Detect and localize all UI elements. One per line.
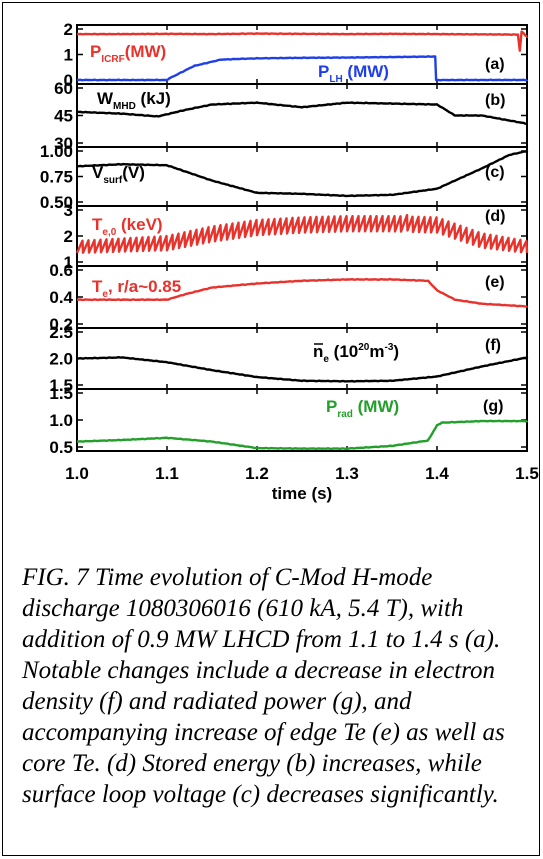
series-label-part: -3: [385, 342, 394, 353]
series-label-part: ICRF: [101, 54, 124, 65]
x-tick-label: 1.0: [65, 464, 89, 483]
series-line-d-0: [75, 213, 529, 254]
series-line-a-1: [77, 55, 529, 82]
x-axis-label: time (s): [272, 484, 332, 503]
panel-label-e: (e): [485, 274, 505, 291]
y-tick-label: 30: [54, 134, 73, 153]
series-label-part: surf: [103, 175, 123, 186]
series-label-e-0: Te, r/a~0.85: [92, 277, 181, 300]
panel-label-f: (f): [485, 337, 501, 354]
series-line-a-0: [77, 30, 529, 52]
x-tick-label: 1.1: [155, 464, 179, 483]
series-label-part: (10: [329, 342, 358, 361]
panel-f: 1.5 2.0 2.5 ne (1020m-3) (f): [49, 323, 529, 395]
y-tick-label: 0.6: [49, 261, 73, 280]
y-tick-label: 1.5: [49, 384, 73, 403]
series-label-part: (V): [122, 163, 145, 182]
x-tick-label: 1.5: [515, 464, 539, 483]
panel-c: 0.50 0.75 1.00 Vsurf(V) (c): [40, 142, 529, 212]
panel-g: 0.5 1.0 1.5 Prad (MW) (g): [49, 384, 529, 457]
series-label-g-0: Prad (MW): [326, 397, 399, 420]
series-label-part: 20: [358, 342, 370, 353]
y-tick-label: 0.75: [40, 168, 73, 187]
y-tick-label: 2: [64, 20, 73, 39]
y-tick-label: 1: [64, 46, 73, 65]
y-tick-label: 60: [54, 79, 73, 98]
series-label-part: P: [90, 42, 101, 61]
series-label-part: MHD: [113, 101, 136, 112]
series-label-a-0: PICRF(MW): [90, 42, 166, 65]
series-line-c-0: [76, 149, 529, 198]
x-tick-label: 1.2: [245, 464, 269, 483]
series-label-b-0: WMHD (kJ): [97, 89, 171, 112]
series-label-part: e,0: [102, 227, 116, 238]
figure-caption: FIG. 7 Time evolution of C-Mod H-mode di…: [22, 564, 505, 808]
series-label-part: n: [313, 342, 323, 361]
series-label-part: ): [393, 342, 399, 361]
x-tick-label: 1.4: [425, 464, 449, 483]
panel-e: 0.2 0.4 0.6 Te, r/a~0.85 (e): [49, 261, 529, 334]
panel-e-frame: [76, 265, 528, 329]
series-label-part: rad: [337, 409, 353, 420]
series-label-f-0: ne (1020m-3): [313, 342, 399, 365]
panel-b: 30 45 60 WMHD (kJ) (b): [54, 79, 528, 153]
panel-label-g: (g): [483, 398, 503, 415]
x-tick-label: 1.3: [335, 464, 359, 483]
y-tick-label: 1: [64, 253, 73, 272]
series-label-c-0: Vsurf(V): [92, 163, 145, 186]
y-tick-label: 2.5: [49, 323, 73, 342]
y-tick-label: 2: [64, 227, 73, 246]
series-line-f-0: [76, 356, 529, 383]
y-tick-label: 0.50: [40, 193, 73, 212]
series-label-part: T: [92, 215, 103, 234]
y-tick-label: 1.00: [40, 142, 73, 161]
series-label-part: (MW): [343, 62, 389, 81]
series-label-part: (MW): [125, 42, 167, 61]
series-label-part: LH: [329, 74, 342, 85]
series-label-part: T: [92, 277, 103, 296]
series-label-part: V: [92, 163, 104, 182]
series-label-part: P: [326, 397, 337, 416]
series-line-b-0: [76, 101, 528, 125]
series-line-e-0: [77, 277, 529, 308]
series-label-a-1: PLH (MW): [318, 62, 389, 85]
y-tick-label: 1.5: [49, 376, 73, 395]
series-label-part: m: [369, 342, 384, 361]
series-label-part: e: [323, 354, 329, 365]
y-tick-label: 45: [54, 107, 73, 126]
y-tick-label: 3: [64, 201, 73, 220]
series-label-part: (kJ): [136, 89, 171, 108]
y-tick-label: 0.2: [49, 315, 73, 334]
series-label-part: , r/a~0.85: [108, 277, 181, 296]
panel-label-c: (c): [485, 164, 505, 181]
y-tick-label: 1.0: [49, 411, 73, 430]
series-label-part: P: [318, 62, 329, 81]
series-line-g-0: [76, 419, 529, 451]
series-label-part: e: [102, 289, 108, 300]
series-label-d-0: Te,0 (keV): [92, 215, 163, 238]
y-tick-label: 0.4: [49, 288, 73, 307]
y-tick-label: 2.0: [49, 350, 73, 369]
panel-label-d: (d): [485, 208, 505, 225]
series-label-part: W: [97, 89, 114, 108]
series-label-part: (MW): [353, 397, 399, 416]
panel-label-a: (a): [485, 56, 505, 73]
panel-label-b: (b): [485, 92, 505, 109]
series-label-part: (keV): [116, 215, 162, 234]
y-tick-label: 0: [64, 71, 73, 90]
y-tick-label: 0.5: [49, 438, 73, 457]
panel-g-frame: [76, 388, 528, 452]
